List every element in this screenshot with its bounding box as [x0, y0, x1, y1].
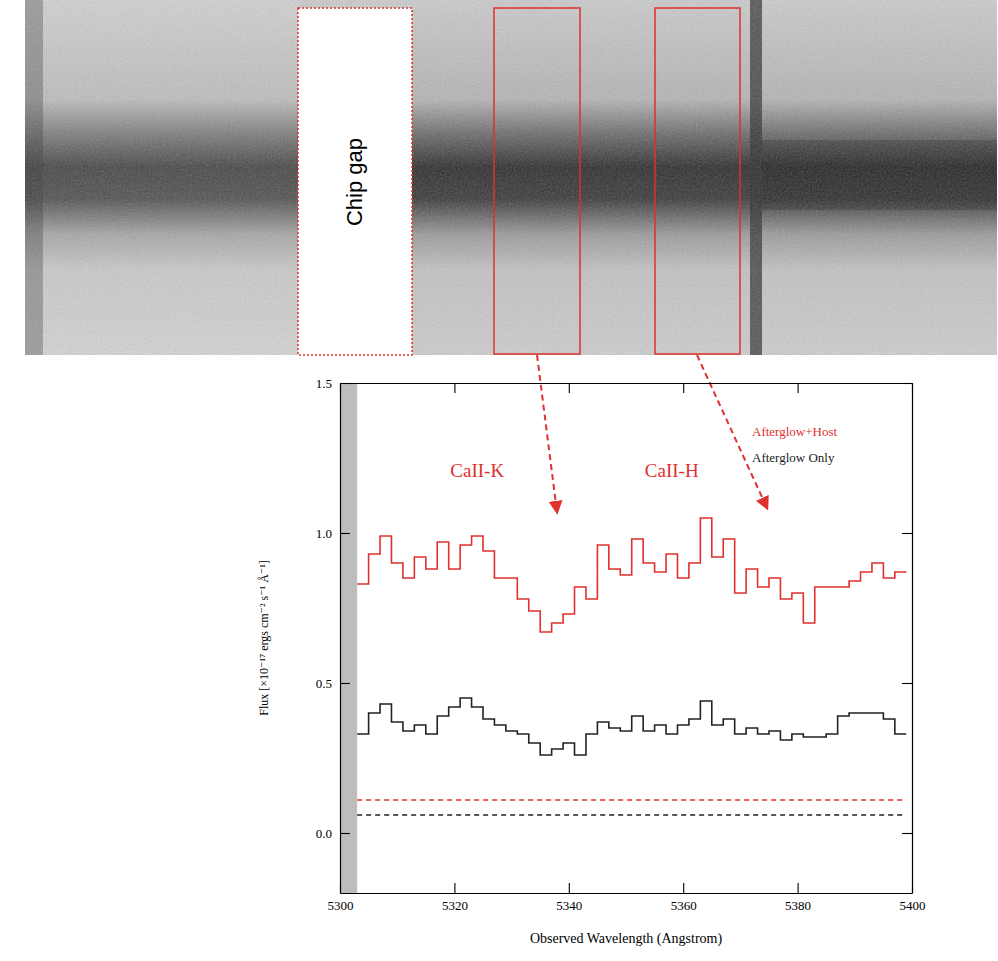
- axis-line: [340, 384, 341, 894]
- tick-mark: [798, 383, 799, 393]
- tick: 0.0: [316, 826, 350, 841]
- tick: [902, 683, 912, 684]
- tick: [902, 833, 912, 834]
- tick-mark: [340, 533, 350, 534]
- tick-label: 5360: [671, 898, 697, 913]
- y-axis-title: Flux [×10⁻¹⁷ ergs cm⁻² s⁻¹ Å⁻¹]: [257, 560, 271, 715]
- tick-label: 5320: [442, 898, 468, 913]
- tick: [902, 383, 912, 384]
- figure: Chip gap 5300 5320 5340 5360 5380 5400 0.0 0.5 1.…: [0, 0, 998, 961]
- tick-mark: [683, 883, 684, 893]
- axis-line: [341, 383, 913, 384]
- tick-mark: [902, 533, 912, 534]
- tick-mark: [902, 683, 912, 684]
- series-line: [357, 799, 906, 800]
- tick-label: 1.0: [316, 526, 332, 541]
- spectrum-image: Chip gap: [25, 0, 997, 355]
- tick: 5360: [671, 883, 697, 913]
- annotation: CaII-H: [645, 460, 699, 481]
- legend-entry: Afterglow Only: [752, 450, 835, 465]
- tick: 0.5: [316, 676, 350, 691]
- arrow: [537, 355, 557, 512]
- axis-line: [341, 893, 913, 894]
- tick-label: 1.5: [316, 376, 332, 391]
- tick-mark: [340, 683, 350, 684]
- legend-entry: Afterglow+Host: [752, 424, 837, 439]
- axis-line: [912, 384, 913, 894]
- image-grain: [25, 0, 997, 355]
- tick-label: 5400: [900, 898, 926, 913]
- chip-gap-label: Chip gap: [342, 138, 367, 226]
- tick-mark: [798, 883, 799, 893]
- tick-label: 0.5: [316, 676, 332, 691]
- tick-label: 5380: [785, 898, 811, 913]
- x-axis-title: Observed Wavelength (Angstrom): [530, 931, 723, 947]
- tick: 5340: [556, 883, 582, 913]
- chart: 5300 5320 5340 5360 5380 5400 0.0 0.5 1.0 1.5 Obse…: [257, 376, 926, 947]
- tick: 1.5: [316, 376, 350, 391]
- y-axis: 0.0 0.5 1.0 1.5: [316, 376, 350, 894]
- tick-mark: [454, 883, 455, 893]
- chip-gap-box: [298, 8, 412, 355]
- cak-box: [494, 8, 580, 354]
- series-line: [357, 698, 906, 755]
- series-line: [357, 814, 906, 815]
- image-background: [25, 0, 997, 355]
- tick: 5320: [442, 883, 468, 913]
- tick-mark: [683, 383, 684, 393]
- tick-label: 5340: [556, 898, 582, 913]
- tick: 5380: [785, 883, 811, 913]
- tick: [798, 383, 799, 393]
- tick-mark: [902, 833, 912, 834]
- tick-mark: [902, 383, 912, 384]
- series-line: [357, 518, 906, 632]
- legend: Afterglow+Host Afterglow Only: [752, 424, 837, 465]
- tick-label: 5300: [328, 898, 354, 913]
- tick: 1.0: [316, 526, 350, 541]
- gap-band: [340, 383, 357, 893]
- tick-mark: [454, 383, 455, 393]
- x-axis: 5300 5320 5340 5360 5380 5400: [328, 883, 926, 913]
- y-axis-right: [902, 384, 913, 894]
- tick-mark: [569, 883, 570, 893]
- annotation: CaII-K: [450, 460, 504, 481]
- tick-label: 0.0: [316, 826, 332, 841]
- cah-box: [655, 8, 740, 354]
- tick: [683, 383, 684, 393]
- x-axis-top: [341, 383, 913, 393]
- tick-mark: [340, 833, 350, 834]
- tick: [569, 383, 570, 393]
- tick-mark: [569, 383, 570, 393]
- tick: [902, 533, 912, 534]
- plot-area: [340, 383, 906, 893]
- tick-mark: [340, 383, 350, 384]
- tick: [454, 383, 455, 393]
